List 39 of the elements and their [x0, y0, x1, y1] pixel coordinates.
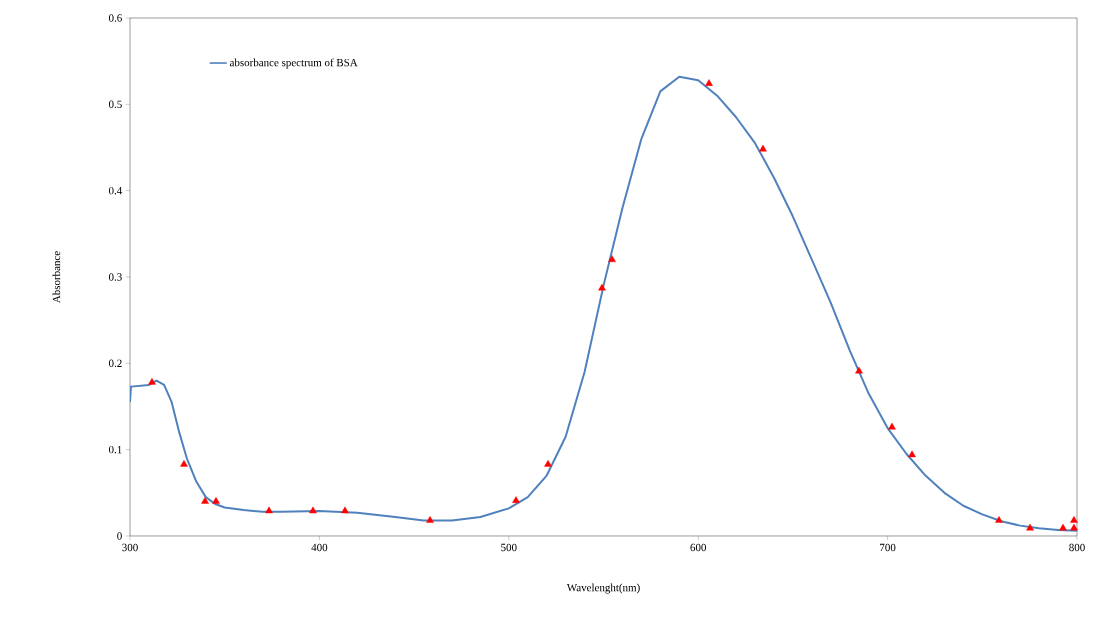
point — [855, 366, 863, 374]
x-tick-label: 400 — [311, 543, 328, 552]
x-tick-label: 600 — [690, 543, 707, 552]
y-axis-title: Absorbance — [52, 251, 61, 304]
y-tick-label: 0 — [117, 532, 122, 540]
point — [1059, 523, 1067, 531]
point — [995, 516, 1003, 523]
point — [201, 497, 209, 504]
y-tick-label: 0.6 — [108, 14, 122, 22]
point — [265, 506, 273, 514]
point — [309, 506, 317, 514]
point — [608, 255, 616, 263]
point — [341, 506, 349, 514]
point — [212, 497, 220, 504]
y-tick-label: 0.4 — [108, 186, 123, 195]
x-tick-label: 700 — [880, 543, 896, 552]
point — [888, 422, 896, 430]
y-tick-label: 0.5 — [108, 100, 122, 109]
point — [512, 496, 520, 503]
point — [180, 459, 188, 467]
x-tick-label: 300 — [122, 543, 138, 552]
point — [148, 377, 156, 385]
x-axis-title: Wavelenght(nm) — [566, 583, 640, 594]
y-tick-label: 0.3 — [108, 273, 122, 281]
point — [1026, 523, 1034, 531]
legend-label: absorbance spectrum of BSA — [229, 58, 358, 69]
point — [1070, 523, 1078, 531]
y-tick-label: 0.1 — [108, 445, 122, 454]
point — [759, 144, 767, 152]
point — [705, 79, 713, 86]
x-tick-label: 500 — [501, 543, 517, 552]
point — [544, 459, 552, 467]
x-tick-label: 800 — [1069, 543, 1085, 552]
point — [598, 283, 606, 291]
point — [1070, 516, 1078, 523]
point — [908, 450, 916, 458]
line-series — [130, 75, 1078, 532]
y-tick-label: 0.2 — [108, 359, 122, 368]
point — [426, 516, 434, 523]
